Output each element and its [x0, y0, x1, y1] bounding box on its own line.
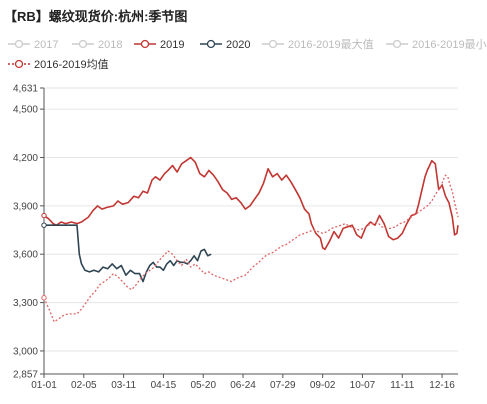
x-tick-label-5: 06-24 — [230, 380, 256, 391]
y-tick-label-4: 3,900 — [13, 201, 38, 212]
legend-marker-3[interactable] — [206, 39, 216, 49]
series-line-1 — [44, 224, 212, 283]
x-tick-label-3: 04-15 — [151, 380, 177, 391]
legend-marker-1[interactable] — [78, 39, 88, 49]
series-line-2 — [43, 174, 459, 323]
x-tick-label-2: 03-11 — [111, 380, 136, 391]
series-line-0 — [43, 156, 459, 251]
legend-label-4[interactable]: 2016-2019最大值 — [288, 37, 374, 51]
y-tick-label-1: 3,000 — [13, 346, 38, 357]
legend-label-3[interactable]: 2020 — [226, 39, 250, 51]
y-tick-label-3: 3,600 — [13, 250, 38, 261]
x-tick-label-8: 10-07 — [350, 380, 376, 391]
x-tick-label-7: 09-02 — [310, 380, 336, 391]
legend-marker-6[interactable] — [14, 59, 24, 69]
legend-marker-4[interactable] — [268, 39, 278, 49]
series-start-point-0 — [41, 212, 47, 219]
legend-marker-0[interactable] — [14, 39, 24, 49]
x-tick-label-9: 11-11 — [390, 380, 415, 391]
series-start-point-1 — [41, 222, 47, 228]
x-tick-label-1: 02-05 — [71, 380, 97, 391]
y-tick-label-2: 3,300 — [13, 298, 38, 309]
x-tick-label-6: 07-29 — [270, 380, 296, 391]
y-tick-label-0: 2,857 — [13, 370, 38, 381]
y-tick-label-5: 4,200 — [13, 153, 38, 164]
y-tick-label-6: 4,500 — [13, 105, 38, 116]
legend-label-6[interactable]: 2016-2019均值 — [34, 58, 109, 71]
legend-marker-2[interactable] — [140, 39, 150, 49]
y-tick-label-7: 4,631 — [13, 84, 38, 95]
legend-label-1[interactable]: 2018 — [98, 39, 122, 51]
x-tick-label-0: 01-01 — [31, 380, 57, 391]
legend-label-2[interactable]: 2019 — [160, 39, 184, 51]
series-start-point-2 — [41, 295, 47, 301]
legend-marker-5[interactable] — [392, 39, 402, 49]
x-tick-label-10: 12-16 — [429, 380, 455, 391]
legend-label-5[interactable]: 2016-2019最小值 — [412, 38, 487, 51]
legend-label-0[interactable]: 2017 — [34, 39, 58, 51]
x-tick-label-4: 05-20 — [190, 380, 216, 391]
chart-title: 【RB】螺纹现货价:杭州:季节图 — [4, 9, 188, 24]
